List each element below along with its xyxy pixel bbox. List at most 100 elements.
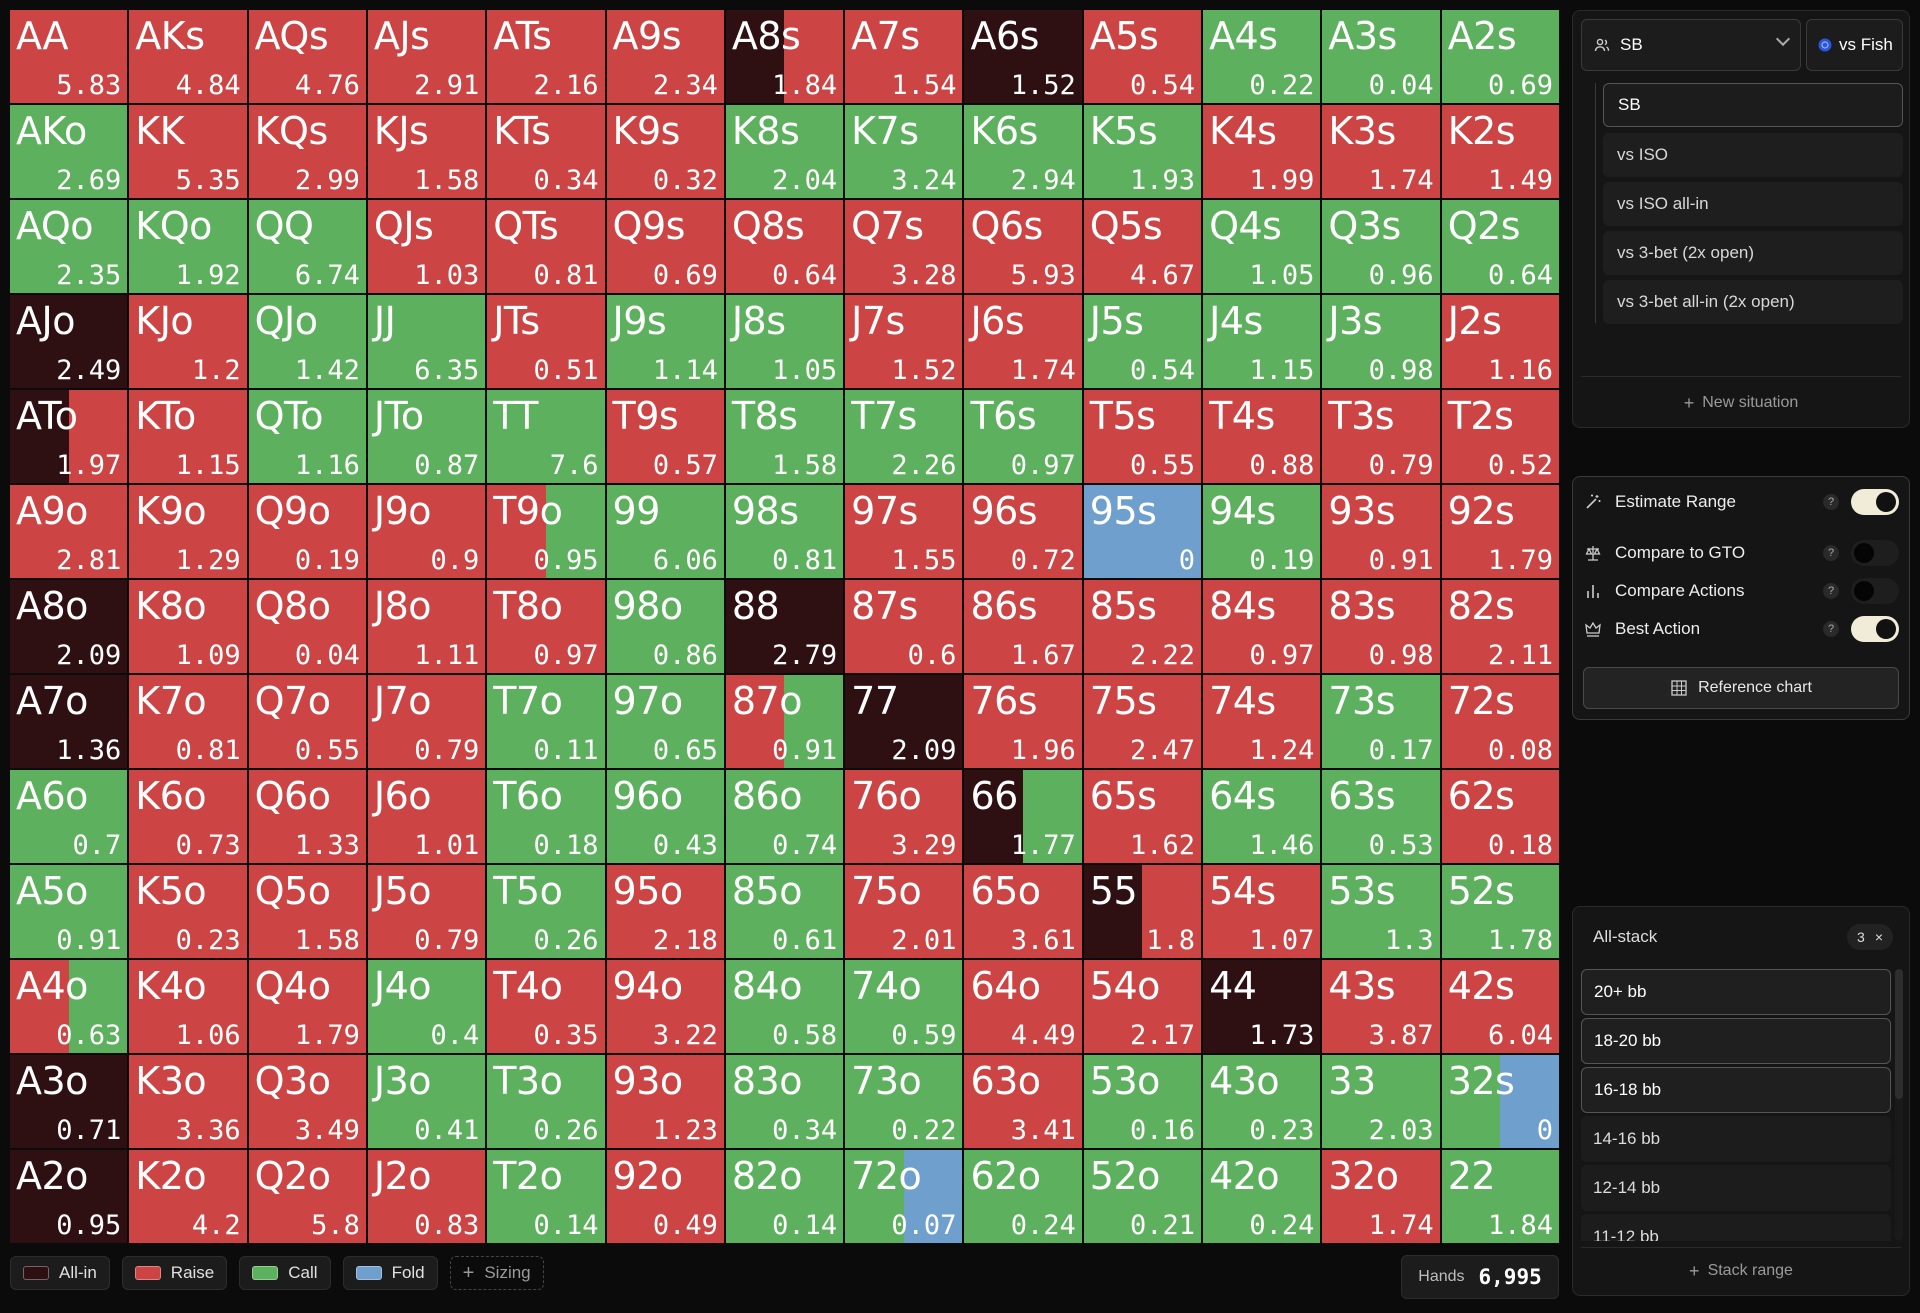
hand-cell-t5s[interactable]: T5s 0.55	[1083, 390, 1202, 483]
add-stack-range-button[interactable]: + Stack range	[1581, 1251, 1901, 1291]
hand-cell-j9o[interactable]: J9o 0.9	[367, 485, 486, 578]
hand-cell-a8o[interactable]: A8o 2.09	[10, 580, 128, 673]
hand-cell-j4s[interactable]: J4s 1.15	[1203, 295, 1321, 388]
hand-cell-aa[interactable]: AA 5.83	[10, 10, 128, 103]
hand-cell-a5o[interactable]: A5o 0.91	[10, 865, 128, 958]
hand-cell-72s[interactable]: 72s 0.08	[1441, 675, 1559, 768]
hand-cell-53s[interactable]: 53s 1.3	[1322, 865, 1440, 958]
hand-cell-63s[interactable]: 63s 0.53	[1322, 770, 1440, 863]
hand-cell-94o[interactable]: 94o 3.22	[606, 960, 724, 1053]
hand-cell-a3s[interactable]: A3s 0.04	[1322, 10, 1440, 103]
hand-cell-t3s[interactable]: T3s 0.79	[1322, 390, 1440, 483]
hand-cell-t8s[interactable]: T8s 1.58	[725, 390, 844, 483]
hand-cell-aqo[interactable]: AQo 2.35	[10, 200, 128, 293]
hand-cell-j6o[interactable]: J6o 1.01	[367, 770, 486, 863]
hand-cell-74o[interactable]: 74o 0.59	[845, 960, 963, 1053]
hand-cell-kto[interactable]: KTo 1.15	[129, 390, 247, 483]
hand-cell-84o[interactable]: 84o 0.58	[725, 960, 844, 1053]
help-icon[interactable]: ?	[1823, 621, 1839, 637]
hand-cell-q9o[interactable]: Q9o 0.19	[248, 485, 366, 578]
hand-cell-52s[interactable]: 52s 1.78	[1441, 865, 1559, 958]
hand-cell-kjs[interactable]: KJs 1.58	[367, 105, 486, 198]
hand-cell-k2s[interactable]: K2s 1.49	[1441, 105, 1559, 198]
hand-cell-j4o[interactable]: J4o 0.4	[367, 960, 486, 1053]
hand-cell-t8o[interactable]: T8o 0.97	[487, 580, 605, 673]
hand-cell-86o[interactable]: 86o 0.74	[725, 770, 844, 863]
hand-cell-74s[interactable]: 74s 1.24	[1203, 675, 1321, 768]
hand-cell-t6o[interactable]: T6o 0.18	[487, 770, 605, 863]
hand-cell-q6o[interactable]: Q6o 1.33	[248, 770, 366, 863]
hand-cell-q5o[interactable]: Q5o 1.58	[248, 865, 366, 958]
hand-cell-kjo[interactable]: KJo 1.2	[129, 295, 247, 388]
legend-raise[interactable]: Raise	[121, 1256, 228, 1290]
hand-cell-53o[interactable]: 53o 0.16	[1083, 1055, 1202, 1148]
hand-cell-73s[interactable]: 73s 0.17	[1322, 675, 1440, 768]
hand-cell-64s[interactable]: 64s 1.46	[1203, 770, 1321, 863]
hand-cell-q8o[interactable]: Q8o 0.04	[248, 580, 366, 673]
hand-cell-99[interactable]: 99 6.06	[606, 485, 724, 578]
hand-cell-q4s[interactable]: Q4s 1.05	[1203, 200, 1321, 293]
scrollbar-thumb[interactable]	[1895, 969, 1903, 1099]
hand-cell-a5s[interactable]: A5s 0.54	[1083, 10, 1202, 103]
hand-cell-42o[interactable]: 42o 0.24	[1203, 1150, 1321, 1243]
hand-cell-93s[interactable]: 93s 0.91	[1322, 485, 1440, 578]
hand-cell-95o[interactable]: 95o 2.18	[606, 865, 724, 958]
hand-cell-q2o[interactable]: Q2o 5.8	[248, 1150, 366, 1243]
help-icon[interactable]: ?	[1823, 494, 1839, 510]
hand-cell-t2s[interactable]: T2s 0.52	[1441, 390, 1559, 483]
hand-cell-k5s[interactable]: K5s 1.93	[1083, 105, 1202, 198]
hand-cell-k2o[interactable]: K2o 4.2	[129, 1150, 247, 1243]
hand-cell-85s[interactable]: 85s 2.22	[1083, 580, 1202, 673]
hand-cell-96o[interactable]: 96o 0.43	[606, 770, 724, 863]
hand-cell-a2o[interactable]: A2o 0.95	[10, 1150, 128, 1243]
hand-cell-t7s[interactable]: T7s 2.26	[845, 390, 963, 483]
hand-cell-qts[interactable]: QTs 0.81	[487, 200, 605, 293]
hand-cell-ats[interactable]: ATs 2.16	[487, 10, 605, 103]
hand-cell-a3o[interactable]: A3o 0.71	[10, 1055, 128, 1148]
hand-cell-j3o[interactable]: J3o 0.41	[367, 1055, 486, 1148]
hand-cell-94s[interactable]: 94s 0.19	[1203, 485, 1321, 578]
situation-item-vs-iso[interactable]: vs ISO	[1603, 133, 1903, 177]
legend-fold[interactable]: Fold	[342, 1256, 438, 1290]
hand-cell-a9o[interactable]: A9o 2.81	[10, 485, 128, 578]
hand-cell-ako[interactable]: AKo 2.69	[10, 105, 128, 198]
hand-cell-92o[interactable]: 92o 0.49	[606, 1150, 724, 1243]
hand-cell-jts[interactable]: JTs 0.51	[487, 295, 605, 388]
hand-cell-j8o[interactable]: J8o 1.11	[367, 580, 486, 673]
hand-cell-a7s[interactable]: A7s 1.54	[845, 10, 963, 103]
hand-cell-k7s[interactable]: K7s 3.24	[845, 105, 963, 198]
hand-cell-54s[interactable]: 54s 1.07	[1203, 865, 1321, 958]
hand-cell-k9o[interactable]: K9o 1.29	[129, 485, 247, 578]
situation-item-vs-3bet[interactable]: vs 3-bet (2x open)	[1603, 231, 1903, 275]
hand-cell-75o[interactable]: 75o 2.01	[845, 865, 963, 958]
stack-item-18-20[interactable]: 18-20 bb	[1581, 1018, 1891, 1064]
stack-count-badge[interactable]: 3 ×	[1847, 924, 1893, 950]
hand-cell-a4o[interactable]: A4o 0.63	[10, 960, 128, 1053]
hand-cell-k4o[interactable]: K4o 1.06	[129, 960, 247, 1053]
hand-cell-52o[interactable]: 52o 0.21	[1083, 1150, 1202, 1243]
hand-cell-j7s[interactable]: J7s 1.52	[845, 295, 963, 388]
situation-item-sb[interactable]: SB	[1603, 83, 1903, 127]
hand-cell-k5o[interactable]: K5o 0.23	[129, 865, 247, 958]
stack-item-11-12[interactable]: 11-12 bb	[1581, 1214, 1891, 1241]
hand-cell-32o[interactable]: 32o 1.74	[1322, 1150, 1440, 1243]
help-icon[interactable]: ?	[1823, 545, 1839, 561]
hand-cell-t9o[interactable]: T9o 0.95	[487, 485, 605, 578]
situation-item-vs-3bet-allin[interactable]: vs 3-bet all-in (2x open)	[1603, 280, 1903, 324]
hand-cell-j9s[interactable]: J9s 1.14	[606, 295, 724, 388]
new-situation-button[interactable]: + New situation	[1581, 383, 1901, 423]
hand-cell-k3o[interactable]: K3o 3.36	[129, 1055, 247, 1148]
hand-cell-k8s[interactable]: K8s 2.04	[725, 105, 844, 198]
hand-cell-77[interactable]: 77 2.09	[845, 675, 963, 768]
hand-cell-ato[interactable]: ATo 1.97	[10, 390, 128, 483]
situation-select[interactable]: SB	[1581, 19, 1801, 71]
hand-cell-k3s[interactable]: K3s 1.74	[1322, 105, 1440, 198]
hand-cell-qto[interactable]: QTo 1.16	[248, 390, 366, 483]
hand-cell-q8s[interactable]: Q8s 0.64	[725, 200, 844, 293]
hand-cell-tt[interactable]: TT 7.6	[487, 390, 605, 483]
hand-cell-qjs[interactable]: QJs 1.03	[367, 200, 486, 293]
hand-cell-84s[interactable]: 84s 0.97	[1203, 580, 1321, 673]
hand-cell-64o[interactable]: 64o 4.49	[964, 960, 1082, 1053]
hand-cell-qjo[interactable]: QJo 1.42	[248, 295, 366, 388]
hand-cell-qq[interactable]: QQ 6.74	[248, 200, 366, 293]
